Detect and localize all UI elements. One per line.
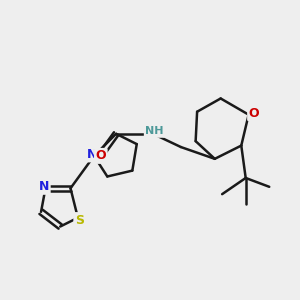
Text: N: N: [86, 148, 97, 161]
Text: N: N: [39, 180, 49, 193]
Text: NH: NH: [145, 126, 164, 136]
Text: O: O: [95, 149, 106, 162]
Text: O: O: [249, 107, 259, 120]
Text: S: S: [75, 214, 84, 226]
